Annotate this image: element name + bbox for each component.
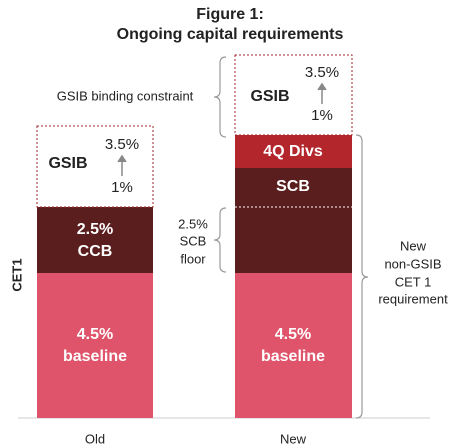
bracket [213, 56, 227, 138]
gsib-low: 1% [111, 179, 133, 196]
bracket [213, 207, 227, 273]
segment-label: baseline [261, 348, 325, 365]
gsib-box [36, 125, 154, 208]
gsib-high: 3.5% [105, 136, 139, 153]
segment-label: baseline [63, 348, 127, 365]
x-label: New [280, 431, 307, 446]
annotation: requirement [378, 291, 448, 306]
gsib-label: GSIB [48, 155, 87, 172]
segment-label: CCB [78, 243, 113, 260]
segment [37, 207, 153, 273]
gsib-label: GSIB [250, 88, 289, 105]
y-axis-label: CET1 [9, 258, 24, 291]
annotation: CET 1 [395, 274, 432, 289]
segment [235, 273, 352, 418]
arrow [317, 82, 327, 104]
segment-label: 4.5% [275, 326, 311, 343]
gsib-low: 1% [311, 107, 333, 124]
segment-label: 2.5% [77, 221, 113, 238]
segment [37, 273, 153, 418]
annotation: New [400, 238, 427, 253]
annotation: non-GSIB [384, 256, 441, 271]
annotation: floor [180, 251, 206, 266]
segment-label: 4.5% [77, 326, 113, 343]
segment-label: SCB [276, 178, 310, 195]
arrow [117, 154, 127, 176]
gsib-box [234, 54, 353, 136]
gsib-high: 3.5% [305, 64, 339, 81]
annotation: GSIB binding constraint [57, 88, 194, 103]
title: Ongoing capital requirements [117, 26, 344, 43]
annotation: SCB [180, 233, 207, 248]
title: Figure 1: [196, 6, 264, 23]
segment [235, 168, 352, 273]
x-label: Old [85, 431, 105, 446]
segment-label: 4Q Divs [263, 143, 323, 160]
annotation: 2.5% [178, 216, 208, 231]
bracket [355, 134, 369, 419]
segment [235, 135, 352, 168]
